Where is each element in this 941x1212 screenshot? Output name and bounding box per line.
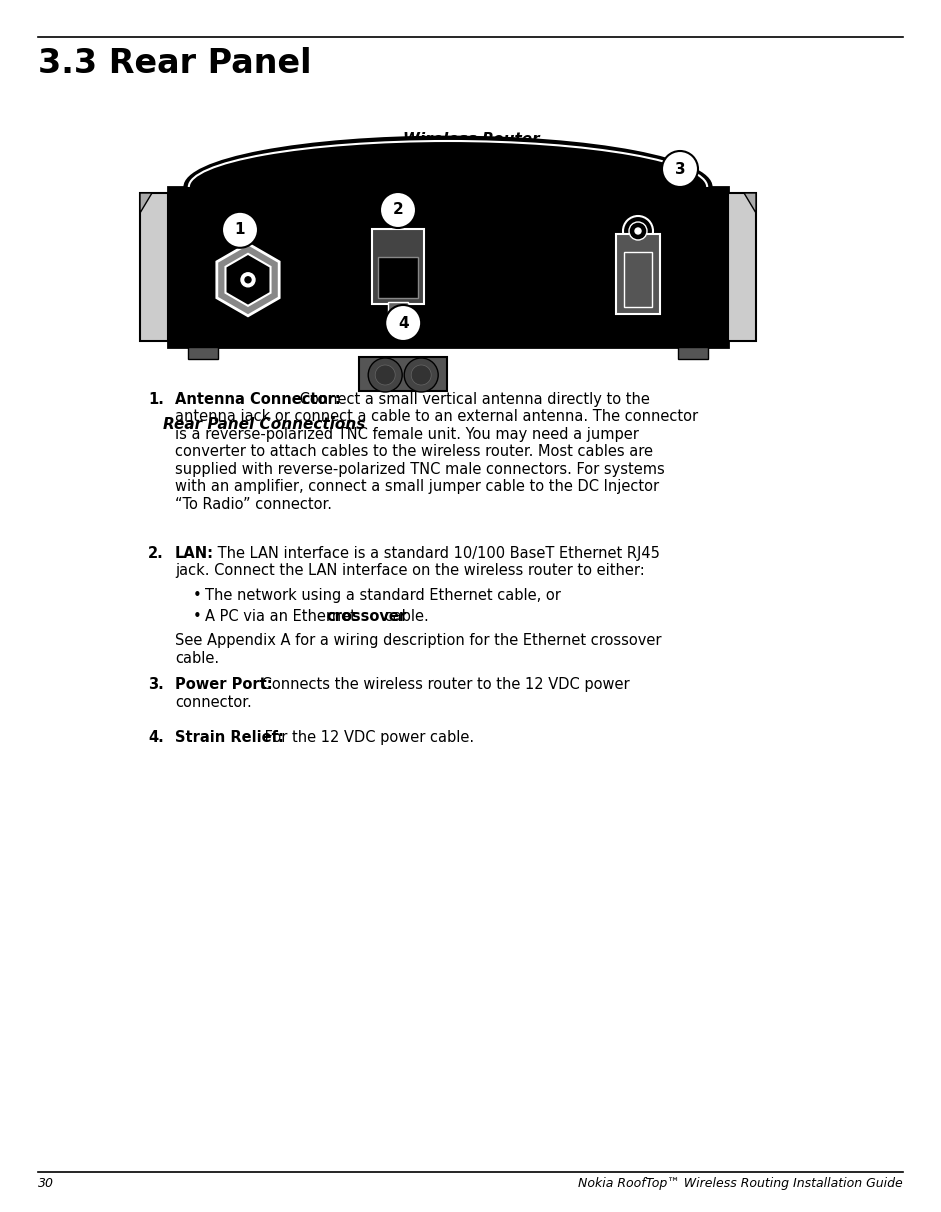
Bar	[140, 193, 168, 341]
Polygon shape	[744, 193, 756, 213]
Circle shape	[375, 365, 395, 385]
Circle shape	[662, 152, 698, 187]
Bar	[678, 347, 708, 359]
Text: 4.: 4.	[148, 730, 164, 744]
Text: 2.: 2.	[148, 545, 164, 561]
Bar	[616, 234, 660, 314]
Text: 3.: 3.	[148, 678, 164, 692]
Polygon shape	[226, 253, 270, 305]
Text: cable.: cable.	[175, 651, 219, 667]
Ellipse shape	[184, 137, 711, 238]
Circle shape	[245, 276, 251, 282]
Text: 3: 3	[675, 161, 685, 177]
Text: cable.: cable.	[380, 608, 429, 624]
Text: Wireless Router: Wireless Router	[403, 132, 539, 147]
Text: Power Port:: Power Port:	[175, 678, 273, 692]
Text: 2: 2	[392, 202, 404, 217]
Bar	[359, 358, 447, 391]
Text: 1.: 1.	[148, 391, 164, 407]
Circle shape	[368, 358, 402, 391]
Text: Antenna Connector:: Antenna Connector:	[175, 391, 341, 407]
Text: Rear Panel Connections: Rear Panel Connections	[163, 417, 365, 431]
Text: For the 12 VDC power cable.: For the 12 VDC power cable.	[260, 730, 474, 744]
Circle shape	[241, 273, 255, 287]
Text: Connects the wireless router to the 12 VDC power: Connects the wireless router to the 12 V…	[257, 678, 630, 692]
Text: A PC via an Ethernet: A PC via an Ethernet	[205, 608, 360, 624]
Text: 4: 4	[398, 315, 408, 331]
Text: supplied with reverse-polarized TNC male connectors. For systems: supplied with reverse-polarized TNC male…	[175, 462, 664, 478]
Text: See Appendix A for a wiring description for the Ethernet crossover: See Appendix A for a wiring description …	[175, 634, 662, 648]
Text: connector.: connector.	[175, 694, 252, 710]
Bar	[388, 302, 408, 318]
Text: is a reverse-polarized TNC female unit. You may need a jumper: is a reverse-polarized TNC female unit. …	[175, 427, 639, 442]
Text: with an amplifier, connect a small jumper cable to the DC Injector: with an amplifier, connect a small jumpe…	[175, 480, 659, 494]
Bar	[624, 252, 652, 307]
Text: •: •	[193, 588, 201, 604]
Circle shape	[405, 358, 439, 391]
Text: •: •	[193, 608, 201, 624]
Text: Connect a small vertical antenna directly to the: Connect a small vertical antenna directl…	[295, 391, 650, 407]
Circle shape	[380, 191, 416, 228]
Text: 1: 1	[234, 222, 246, 238]
Text: converter to attach cables to the wireless router. Most cables are: converter to attach cables to the wirele…	[175, 445, 653, 459]
Text: Strain Relief:: Strain Relief:	[175, 730, 284, 744]
Circle shape	[222, 212, 258, 247]
Circle shape	[385, 305, 422, 341]
Bar	[378, 257, 418, 298]
Polygon shape	[216, 244, 279, 316]
Text: LAN:: LAN:	[175, 545, 214, 561]
Polygon shape	[140, 193, 152, 213]
Text: jack. Connect the LAN interface on the wireless router to either:: jack. Connect the LAN interface on the w…	[175, 564, 645, 578]
Bar	[188, 347, 218, 359]
Text: Nokia RoofTop™ Wireless Routing Installation Guide: Nokia RoofTop™ Wireless Routing Installa…	[579, 1177, 903, 1190]
Bar	[728, 193, 756, 341]
Text: 3.3 Rear Panel: 3.3 Rear Panel	[38, 47, 311, 80]
Bar	[372, 229, 424, 304]
Circle shape	[411, 365, 431, 385]
Circle shape	[629, 222, 647, 240]
Circle shape	[635, 228, 641, 234]
Text: “To Radio” connector.: “To Radio” connector.	[175, 497, 332, 511]
Bar	[168, 187, 728, 347]
Text: The network using a standard Ethernet cable, or: The network using a standard Ethernet ca…	[205, 588, 561, 604]
Text: 30: 30	[38, 1177, 54, 1190]
Circle shape	[623, 216, 653, 246]
Text: crossover: crossover	[326, 608, 407, 624]
Text: antenna jack or connect a cable to an external antenna. The connector: antenna jack or connect a cable to an ex…	[175, 410, 698, 424]
Text: The LAN interface is a standard 10/100 BaseT Ethernet RJ45: The LAN interface is a standard 10/100 B…	[213, 545, 660, 561]
